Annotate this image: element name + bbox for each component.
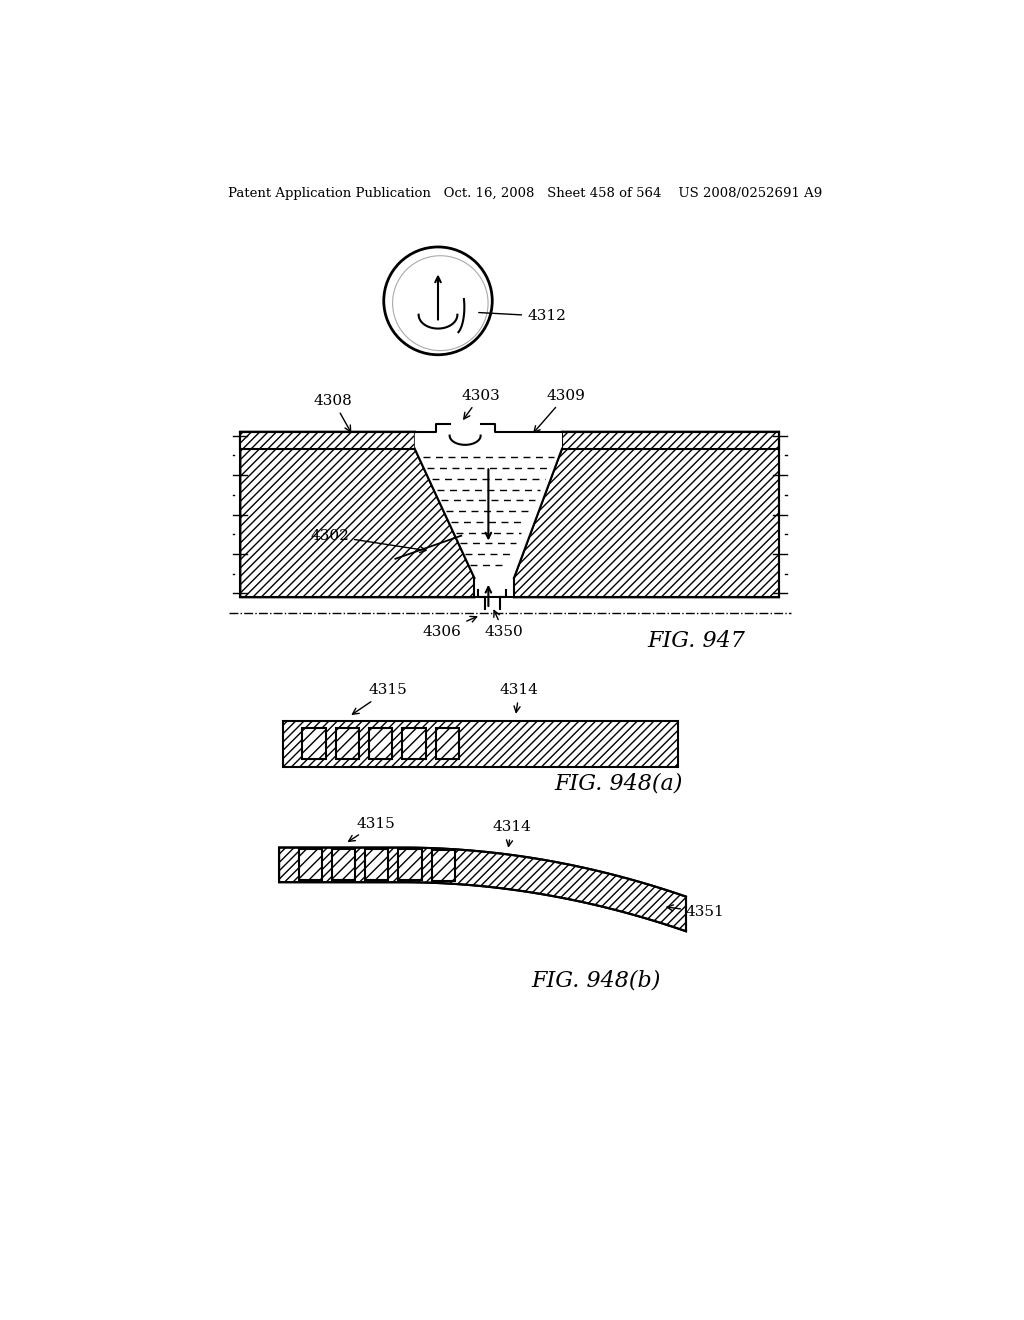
Bar [283, 721, 678, 767]
Text: FIG. 948(a): FIG. 948(a) [554, 772, 683, 795]
Text: 4312: 4312 [479, 309, 566, 323]
Text: 4306: 4306 [423, 616, 476, 639]
Bar [398, 850, 422, 880]
Bar [369, 729, 392, 759]
Text: 4315: 4315 [352, 684, 407, 714]
Text: 4302: 4302 [310, 529, 426, 553]
Polygon shape [514, 432, 779, 597]
Bar [562, 432, 779, 449]
Text: FIG. 948(b): FIG. 948(b) [531, 969, 660, 991]
Text: Patent Application Publication   Oct. 16, 2008   Sheet 458 of 564    US 2008/025: Patent Application Publication Oct. 16, … [227, 186, 822, 199]
Bar [302, 729, 326, 759]
Bar [432, 850, 455, 880]
Bar [299, 850, 322, 880]
Bar [402, 729, 426, 759]
Bar [435, 729, 459, 759]
Polygon shape [415, 432, 562, 597]
Bar [241, 432, 415, 449]
Text: 4315: 4315 [348, 817, 395, 841]
Text: 4351: 4351 [667, 904, 725, 919]
Polygon shape [241, 432, 474, 597]
Text: FIG. 947: FIG. 947 [647, 631, 745, 652]
Bar [366, 850, 388, 880]
Text: 4309: 4309 [534, 388, 586, 433]
Text: 4308: 4308 [314, 393, 352, 432]
Text: 4350: 4350 [484, 610, 523, 639]
Text: 4303: 4303 [461, 388, 500, 418]
Bar [336, 729, 359, 759]
Polygon shape [280, 847, 686, 931]
Text: 4314: 4314 [493, 821, 531, 846]
Text: 4314: 4314 [500, 684, 539, 713]
Bar [332, 850, 355, 880]
